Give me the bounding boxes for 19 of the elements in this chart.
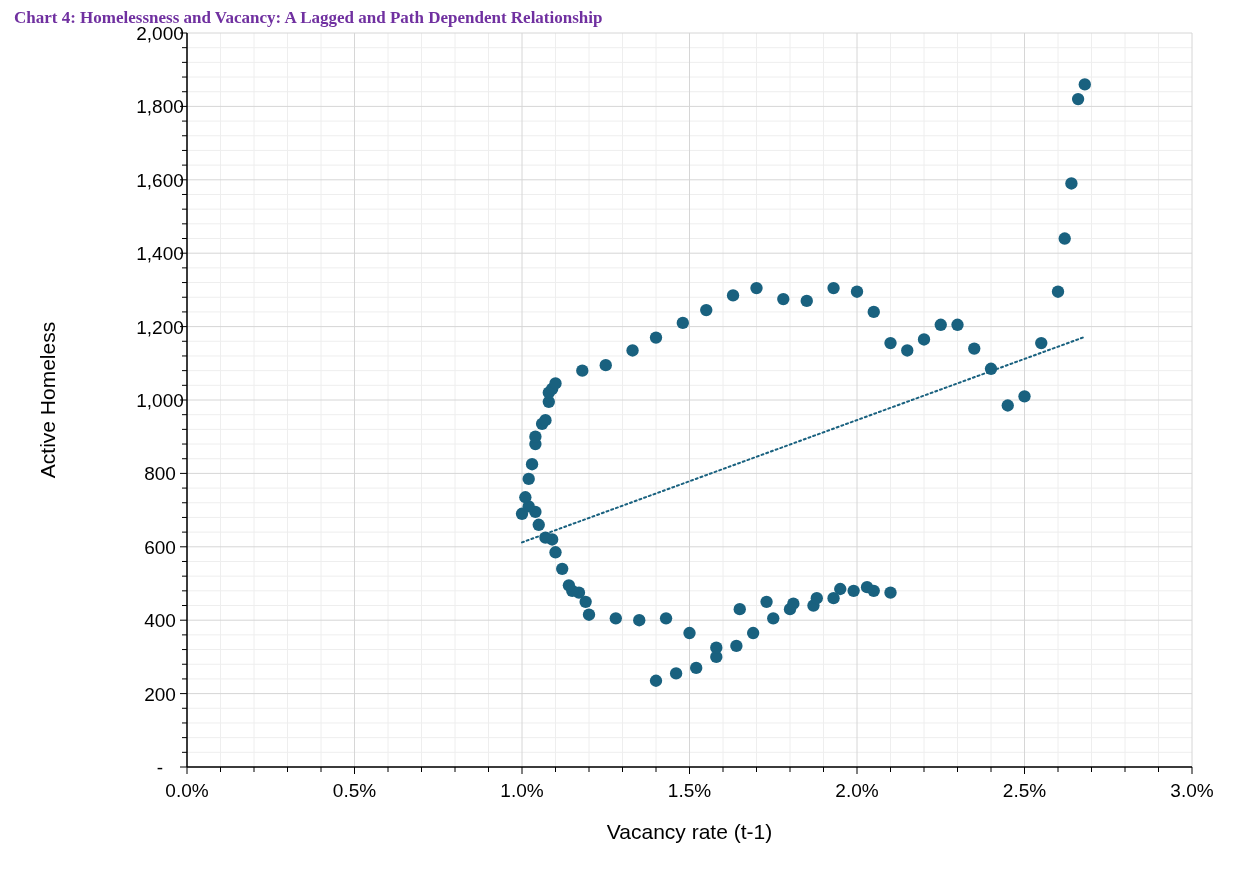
x-tick-label: 2.0% [835,780,879,801]
y-tick-label: 1,800 [136,96,184,118]
x-tick-label: 1.0% [500,780,544,801]
x-tick-label: 3.0% [1170,780,1214,801]
y-tick-label: 1,200 [136,316,184,338]
x-tick-label: 0.5% [332,780,377,801]
y-tick-label: - [156,757,164,778]
x-tick-label: 0.0% [165,780,209,801]
y-tick-label: 400 [144,610,176,632]
y-tick-label: 1,400 [136,243,184,265]
x-axis-title: Vacancy rate (t-1) [606,820,773,843]
y-tick-label: 200 [144,683,176,705]
y-axis-title: Active Homeless [36,321,59,479]
x-tick-label: 1.5% [667,780,712,801]
y-tick-label: 800 [144,463,176,485]
y-tick-label: 600 [144,536,176,558]
x-tick-label: 2.5% [1002,780,1047,801]
y-tick-label: 1,600 [136,169,184,191]
y-tick-label: 1,000 [136,390,184,411]
